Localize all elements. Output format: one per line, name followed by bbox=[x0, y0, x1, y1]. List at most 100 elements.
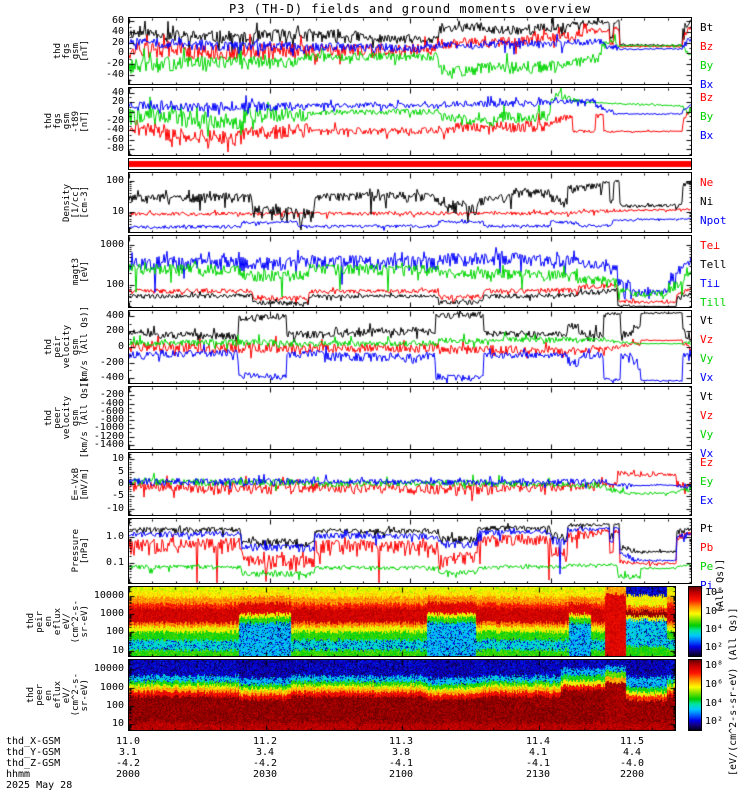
y-tick-label-peer-spec: 10000 bbox=[93, 663, 124, 674]
y-tick-label-peer-velocity: -600 bbox=[99, 406, 124, 417]
panel-fgs-gsm-t89 bbox=[128, 87, 692, 156]
y-tick-label-fgs-gsm-t89: -40 bbox=[105, 124, 124, 135]
panel-pressure bbox=[128, 518, 692, 584]
y-tick-label-density: 100 bbox=[105, 175, 124, 186]
x-axis-row-label: hhmm bbox=[6, 769, 31, 780]
date-label: 2025 May 28 bbox=[6, 780, 73, 791]
x-axis-row-label: thd_Y-GSM bbox=[6, 747, 61, 758]
panel-magt3 bbox=[128, 235, 692, 308]
panel-canvas-efield bbox=[129, 453, 691, 515]
y-tick-label-fgs-gsm: -20 bbox=[105, 58, 124, 69]
y-tick-label-density: 10 bbox=[111, 206, 124, 217]
series-label-bz: Bz bbox=[700, 91, 714, 104]
y-tick-label-magt3: 1000 bbox=[99, 239, 124, 250]
y-tick-label-efield: 5 bbox=[117, 466, 124, 477]
panel-fgs-gsm bbox=[128, 17, 692, 85]
colorbar2 bbox=[688, 659, 702, 731]
series-label-ni: Ni bbox=[700, 195, 714, 208]
series-label-bx: Bx bbox=[700, 78, 714, 91]
y-tick-label-peer-spec: 1000 bbox=[99, 682, 124, 693]
x-axis-tick-value: 11.5 bbox=[619, 736, 645, 747]
y-tick-label-peer-velocity: -1000 bbox=[93, 422, 124, 433]
x-axis-tick-value: 3.8 bbox=[391, 747, 411, 758]
series-label-te⊥: Te⊥ bbox=[700, 239, 720, 252]
series-label-bz: Bz bbox=[700, 40, 714, 53]
panel-canvas-peer-velocity bbox=[129, 387, 691, 449]
y-tick-label-fgs-gsm-t89: 20 bbox=[111, 96, 124, 107]
series-label-vz: Vz bbox=[700, 409, 714, 422]
series-label-ez: Ez bbox=[700, 456, 714, 469]
panel-density bbox=[128, 172, 692, 233]
panel-canvas-flag-bar bbox=[129, 159, 691, 169]
panel-label-peir-spec: thd peir en eflux eV/(cm^2-s-sr-eV) bbox=[26, 586, 90, 657]
x-axis-tick-value: -4.1 bbox=[388, 758, 414, 769]
series-label-ex: Ex bbox=[700, 494, 714, 507]
x-axis-tick-value: 3.1 bbox=[118, 747, 138, 758]
x-axis-tick-value: 11.4 bbox=[525, 736, 551, 747]
series-label-vy: Vy bbox=[700, 428, 714, 441]
x-axis-row-label: thd_Z-GSM bbox=[6, 758, 61, 769]
panel-canvas-peer-spec bbox=[129, 660, 675, 730]
y-tick-label-fgs-gsm-t89: 40 bbox=[111, 87, 124, 98]
colorbar-tick-label: 10⁶ bbox=[705, 679, 724, 690]
panel-peir-velocity bbox=[128, 310, 692, 384]
x-axis-tick-value: 11.3 bbox=[388, 736, 414, 747]
colorbar1 bbox=[688, 586, 702, 657]
series-label-pb: Pb bbox=[700, 541, 714, 554]
colorbar-tick-label: 10⁶ bbox=[705, 606, 724, 617]
y-tick-label-peir-spec: 10 bbox=[111, 645, 124, 656]
series-label-vy: Vy bbox=[700, 352, 714, 365]
series-label-npot: Npot bbox=[700, 214, 727, 227]
panel-label-fgs-gsm: thd fgs gsm [nT] bbox=[28, 17, 90, 85]
series-label-bt: Bt bbox=[700, 21, 714, 34]
panel-canvas-magt3 bbox=[129, 236, 691, 307]
y-tick-label-peir-spec: 1000 bbox=[99, 608, 124, 619]
y-tick-label-peer-velocity: -1400 bbox=[93, 439, 124, 450]
panel-canvas-pressure bbox=[129, 519, 691, 583]
y-tick-label-efield: 0 bbox=[117, 478, 124, 489]
series-label-ey: Ey bbox=[700, 475, 714, 488]
y-tick-label-efield: -10 bbox=[105, 503, 124, 514]
panel-label-peir-velocity: thd peir velocity gsm [km/s (All Qs)] bbox=[28, 306, 90, 387]
y-tick-label-peer-spec: 100 bbox=[105, 700, 124, 711]
series-label-pe: Pe bbox=[700, 560, 714, 573]
panel-canvas-peir-spec bbox=[129, 587, 675, 656]
series-label-vx: Vx bbox=[700, 371, 714, 384]
series-label-vz: Vz bbox=[700, 333, 714, 346]
series-label-ne: Ne bbox=[700, 176, 714, 189]
panel-label-pressure: Pressure [nPa] bbox=[28, 518, 90, 584]
series-label-by: By bbox=[700, 59, 714, 72]
panel-efield bbox=[128, 452, 692, 516]
y-tick-label-fgs-gsm: 0 bbox=[117, 47, 124, 58]
panel-label-magt3: magt3 [eV] bbox=[28, 235, 90, 308]
y-tick-label-peir-velocity: 400 bbox=[105, 310, 124, 321]
series-label-bx: Bx bbox=[700, 129, 714, 142]
x-axis-tick-value: 2130 bbox=[525, 769, 551, 780]
series-label-vt: Vt bbox=[700, 390, 714, 403]
panel-label-peer-velocity: thd peer velocity gsm [km/s (All Qs)] bbox=[28, 377, 90, 458]
colorbar-tick-label: 10⁴ bbox=[705, 698, 724, 709]
y-tick-label-peir-spec: 100 bbox=[105, 626, 124, 637]
x-axis-tick-value: 2100 bbox=[388, 769, 414, 780]
panel-canvas-density bbox=[129, 173, 691, 232]
y-tick-label-fgs-gsm: 60 bbox=[111, 15, 124, 26]
y-tick-label-peer-velocity: -800 bbox=[99, 414, 124, 425]
colorbar-tick-label: 10² bbox=[705, 642, 724, 653]
y-tick-label-peer-velocity: -400 bbox=[99, 398, 124, 409]
y-tick-label-efield: -5 bbox=[111, 490, 124, 501]
y-tick-label-pressure: 1.0 bbox=[105, 531, 124, 542]
colorbar-tick-label: 10⁸ bbox=[705, 587, 724, 598]
y-tick-label-peer-velocity: -1200 bbox=[93, 431, 124, 442]
x-axis-tick-value: -4.2 bbox=[115, 758, 141, 769]
series-label-vx: Vx bbox=[700, 447, 714, 460]
x-axis-tick-value: 2200 bbox=[619, 769, 645, 780]
y-tick-label-fgs-gsm: 40 bbox=[111, 26, 124, 37]
x-axis-tick-value: 3.4 bbox=[255, 747, 275, 758]
y-tick-label-peir-velocity: 200 bbox=[105, 325, 124, 336]
y-tick-label-fgs-gsm-t89: -20 bbox=[105, 115, 124, 126]
x-axis-tick-value: 4.4 bbox=[622, 747, 642, 758]
y-tick-label-peir-velocity: -400 bbox=[99, 372, 124, 383]
panel-label-fgs-gsm-t89: thd fgs gsm -t89 [nT] bbox=[28, 87, 90, 156]
page-title: P3 (TH-D) fields and ground moments over… bbox=[229, 2, 591, 16]
